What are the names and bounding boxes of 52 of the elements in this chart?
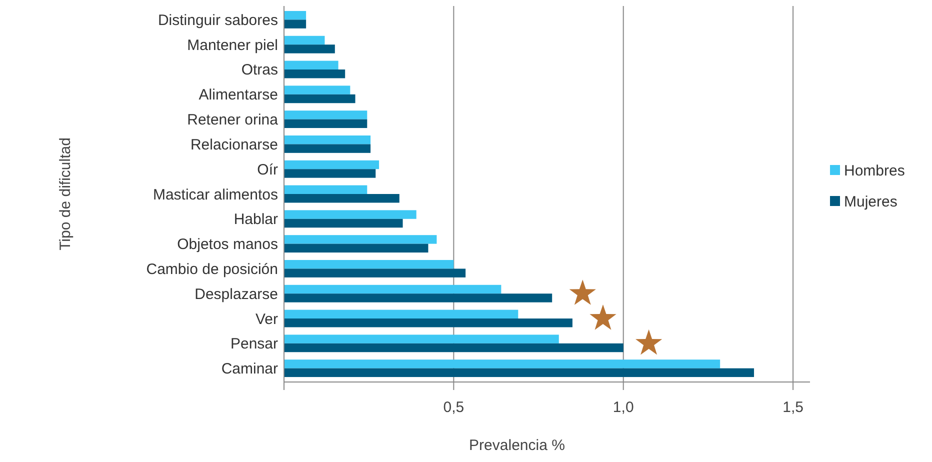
- y-tick-label: Desplazarse: [194, 286, 278, 303]
- y-tick-label: Pensar: [230, 336, 278, 353]
- legend-label: Mujeres: [844, 193, 898, 210]
- y-tick-label: Relacionarse: [190, 136, 278, 154]
- bar: [284, 119, 368, 128]
- y-tick-label: Mantener piel: [187, 36, 278, 54]
- bar: [284, 194, 400, 203]
- bar: [284, 44, 335, 54]
- bar: [284, 110, 368, 120]
- bar: [284, 310, 518, 319]
- bar: [284, 36, 325, 45]
- bar: [284, 260, 454, 269]
- bar: [284, 318, 572, 328]
- y-tick-label: Caminar: [221, 360, 278, 378]
- bar: [284, 60, 338, 70]
- x-tick-label: 1,0: [612, 399, 634, 416]
- y-tick-label: Otras: [241, 62, 278, 79]
- bar: [284, 218, 403, 228]
- bar: [284, 185, 368, 194]
- bar: [284, 210, 416, 219]
- y-tick-label: Masticar alimentos: [152, 186, 278, 204]
- y-tick-label: Hablar: [234, 211, 278, 228]
- bar: [284, 235, 437, 244]
- y-tick-label: Objetos manos: [177, 236, 278, 254]
- bar: [284, 69, 346, 78]
- bar: [284, 244, 428, 253]
- x-tick-label: 1,5: [782, 399, 804, 416]
- x-axis-title: Prevalencia %: [469, 437, 565, 454]
- y-tick-label: Ver: [255, 310, 278, 328]
- bar: [284, 284, 502, 294]
- bar: [284, 169, 376, 178]
- bar: [284, 268, 466, 278]
- bar: [284, 368, 754, 378]
- bar: [284, 144, 371, 153]
- y-tick-label: Retener orina: [187, 112, 279, 129]
- bar: [284, 294, 552, 302]
- legend-label: Hombres: [844, 162, 905, 180]
- y-axis-title: Tipo de dificultad: [57, 138, 74, 250]
- y-tick-label: Cambio de posición: [146, 260, 278, 278]
- bar: [284, 135, 371, 144]
- bar: [284, 360, 720, 368]
- x-tick-label: 0,5: [443, 399, 464, 416]
- bar: [284, 334, 559, 344]
- y-tick-label: Distinguir sabores: [158, 12, 278, 29]
- bar: [284, 86, 350, 94]
- bar: [284, 20, 306, 28]
- bar: [284, 343, 624, 352]
- y-tick-label: Alimentarse: [198, 86, 278, 104]
- bar: [284, 10, 306, 20]
- bar: [284, 160, 380, 170]
- y-tick-label: Oír: [257, 161, 278, 178]
- bar: [284, 94, 356, 104]
